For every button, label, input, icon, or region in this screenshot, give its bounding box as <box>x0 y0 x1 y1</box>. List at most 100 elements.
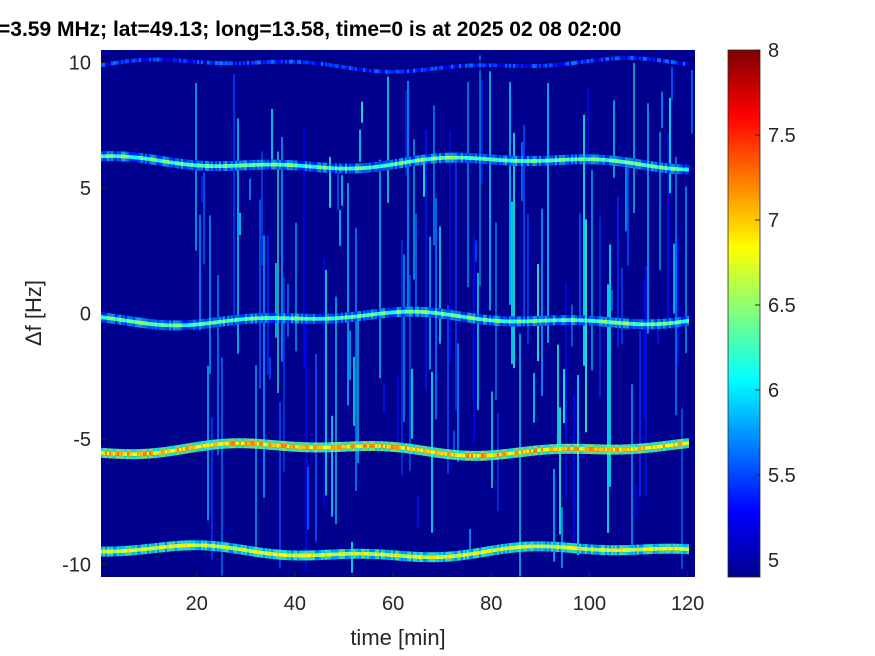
band-halo <box>177 320 179 324</box>
band-halo <box>433 559 435 563</box>
band-halo <box>287 320 289 324</box>
band-halo <box>215 64 217 68</box>
band-segment <box>543 63 545 68</box>
band-halo <box>143 551 145 555</box>
band-halo <box>311 161 313 165</box>
band-halo <box>391 557 393 561</box>
band-halo <box>317 442 319 446</box>
band-halo <box>365 555 367 559</box>
band-halo <box>341 319 343 323</box>
band-segment <box>551 158 553 163</box>
band-halo <box>303 313 305 317</box>
band-halo <box>203 57 205 61</box>
band-halo <box>223 161 225 165</box>
band-halo <box>353 555 355 559</box>
band-halo <box>573 161 575 165</box>
band-halo <box>333 163 335 167</box>
band-segment <box>319 553 321 558</box>
band-halo <box>321 549 323 553</box>
band-segment <box>473 316 475 321</box>
band-halo <box>317 449 319 453</box>
band-segment <box>649 322 651 327</box>
band-halo <box>357 311 359 315</box>
band-halo <box>227 58 229 62</box>
band-segment <box>527 319 529 324</box>
band-segment <box>511 451 513 456</box>
band-halo <box>451 558 453 562</box>
band-halo <box>321 449 323 453</box>
band-segment <box>671 546 673 551</box>
band-segment <box>457 155 459 160</box>
noise-streak <box>621 267 623 344</box>
band-halo <box>601 316 603 320</box>
band-segment <box>555 447 557 452</box>
band-halo <box>639 551 641 555</box>
band-halo <box>461 318 463 322</box>
band-halo <box>137 544 139 548</box>
band-halo <box>277 447 279 451</box>
band-halo <box>179 62 181 66</box>
band-halo <box>567 443 569 447</box>
band-halo <box>475 67 477 71</box>
band-segment <box>549 158 551 163</box>
band-halo <box>403 551 405 555</box>
band-halo <box>391 66 393 70</box>
band-halo <box>687 164 689 168</box>
band-halo <box>619 60 621 64</box>
band-halo <box>311 442 313 446</box>
band-halo <box>355 163 357 167</box>
band-halo <box>171 320 173 324</box>
band-segment <box>119 317 121 322</box>
band-halo <box>235 543 237 547</box>
band-segment <box>325 62 327 67</box>
band-halo <box>399 550 401 554</box>
band-halo <box>417 451 419 455</box>
band-halo <box>269 548 271 552</box>
band-halo <box>297 56 299 60</box>
band-segment <box>545 544 547 549</box>
band-halo <box>359 71 361 75</box>
band-halo <box>533 541 535 545</box>
band-halo <box>411 313 413 317</box>
band-halo <box>293 448 295 452</box>
band-segment <box>359 551 361 556</box>
band-halo <box>467 556 469 560</box>
plot-area <box>101 50 695 577</box>
band-halo <box>355 548 357 552</box>
band-halo <box>285 441 287 445</box>
band-halo <box>183 55 185 59</box>
band-halo <box>259 554 261 558</box>
band-halo <box>251 546 253 550</box>
band-halo <box>543 67 545 71</box>
band-halo <box>293 320 295 324</box>
band-halo <box>415 313 417 317</box>
band-halo <box>353 311 355 315</box>
band-halo <box>509 162 511 166</box>
band-halo <box>437 160 439 164</box>
band-halo <box>237 551 239 555</box>
band-segment <box>227 163 229 168</box>
band-halo <box>129 456 131 460</box>
band-halo <box>583 443 585 447</box>
band-segment <box>437 156 439 161</box>
band-segment <box>685 167 687 172</box>
band-segment <box>291 163 293 168</box>
band-segment <box>155 57 157 62</box>
band-halo <box>229 322 231 326</box>
band-halo <box>429 552 431 556</box>
band-halo <box>533 548 535 552</box>
band-segment <box>173 160 175 165</box>
band-halo <box>533 445 535 449</box>
band-halo <box>145 160 147 164</box>
band-halo <box>173 62 175 66</box>
band-halo <box>227 549 229 553</box>
band-segment <box>609 447 611 452</box>
noise-streak <box>633 62 635 214</box>
band-segment <box>391 310 393 315</box>
band-halo <box>595 544 597 548</box>
band-halo <box>223 58 225 62</box>
band-halo <box>471 153 473 157</box>
band-halo <box>145 325 147 329</box>
band-segment <box>671 166 673 171</box>
band-segment <box>251 441 253 446</box>
